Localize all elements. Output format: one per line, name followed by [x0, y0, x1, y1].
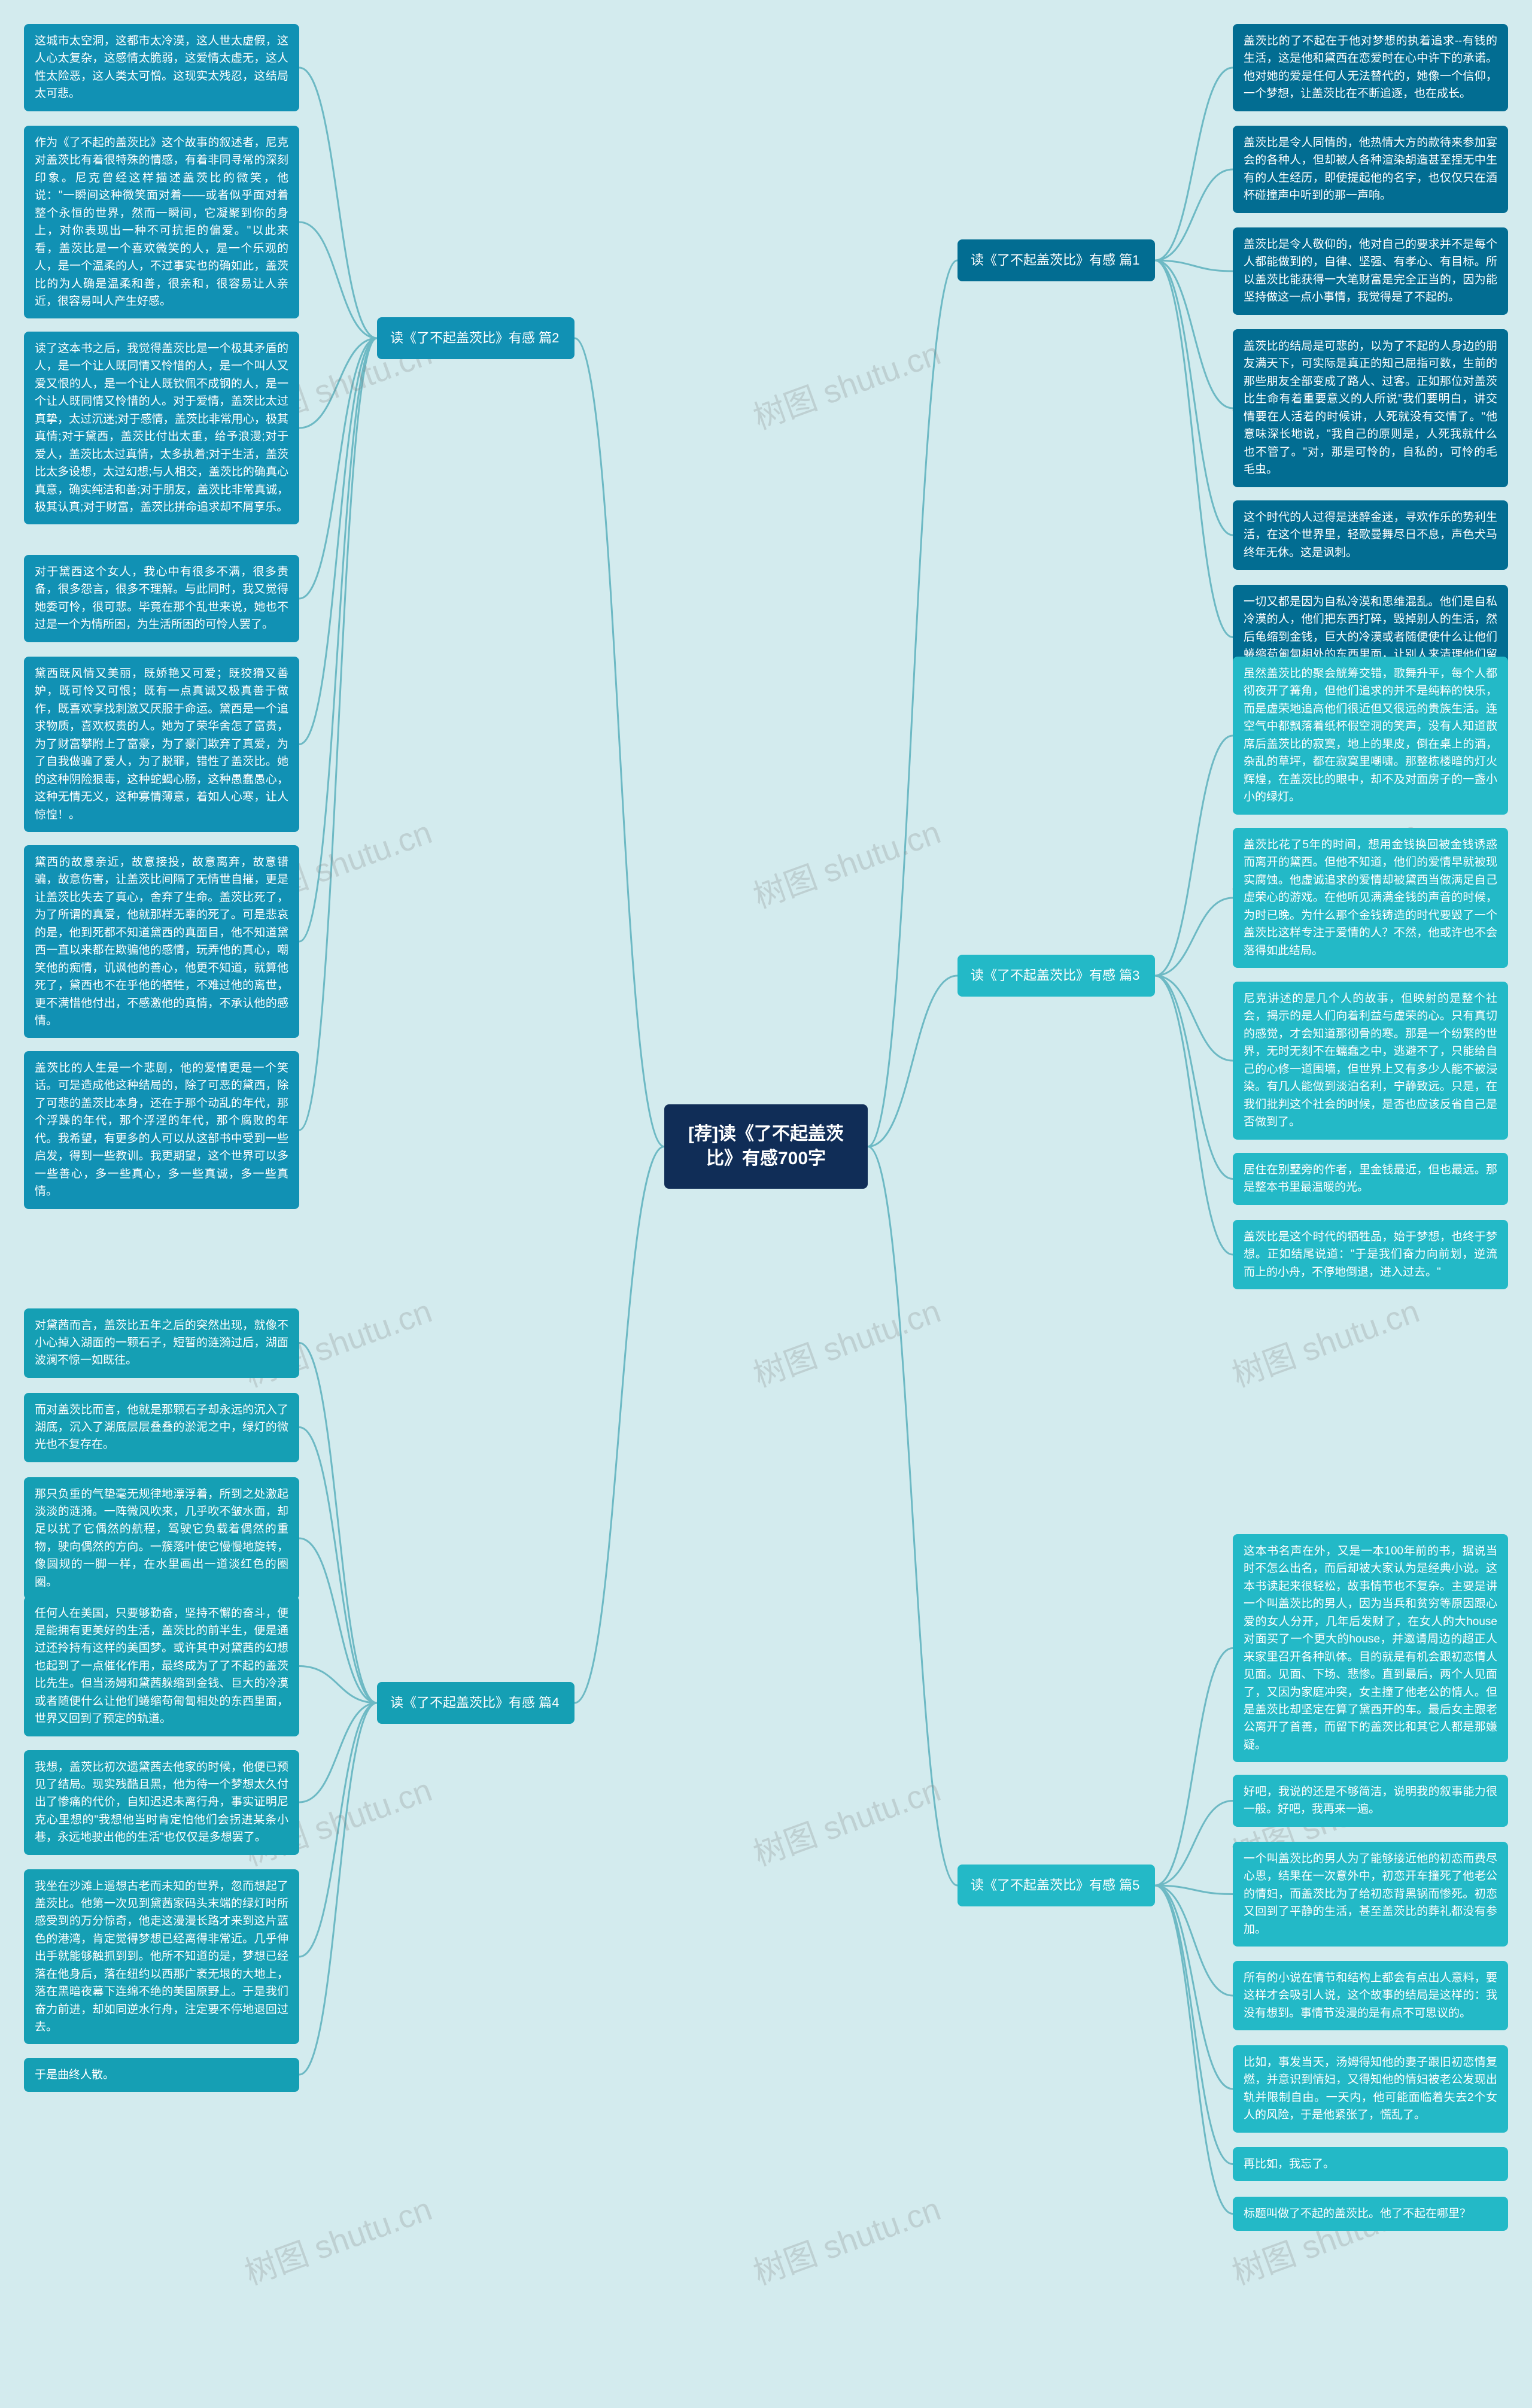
watermark: 树图 shutu.cn [746, 1763, 946, 1875]
watermark: 树图 shutu.cn [746, 2182, 946, 2294]
leaf-node: 虽然盖茨比的聚会觥筹交错，歌舞升平，每个人都彻夜开了篝角，但他们追求的并不是纯粹… [1233, 657, 1508, 815]
leaf-node: 读了这本书之后，我觉得盖茨比是一个极其矛盾的人，是一个让人既同情又怜惜的人，是一… [24, 332, 299, 524]
leaf-node: 这本书名声在外，又是一本100年前的书，据说当时不怎么出名，而后却被大家认为是经… [1233, 1534, 1508, 1762]
leaf-node: 作为《了不起的盖茨比》这个故事的叙述者，尼克对盖茨比有着很特殊的情感，有着非同寻… [24, 126, 299, 318]
watermark: 树图 shutu.cn [746, 1285, 946, 1396]
watermark: 树图 shutu.cn [746, 327, 946, 438]
leaf-node: 我坐在沙滩上遥想古老而未知的世界，忽而想起了盖茨比。他第一次见到黛茜家码头末端的… [24, 1869, 299, 2045]
leaf-node: 尼克讲述的是几个人的故事，但映射的是整个社会，揭示的是人们向着利益与虚荣的心。只… [1233, 982, 1508, 1140]
leaf-node: 那只负重的气垫毫无规律地漂浮着，所到之处激起淡淡的涟漪。一阵微风吹来，几乎吹不皱… [24, 1477, 299, 1600]
leaf-node: 好吧，我说的还是不够简洁，说明我的叙事能力很一般。好吧，我再来一遍。 [1233, 1775, 1508, 1827]
leaf-node: 对于黛西这个女人，我心中有很多不满，很多责备，很多怨言，很多不理解。与此同时，我… [24, 555, 299, 642]
leaf-node: 而对盖茨比而言，他就是那颗石子却永远的沉入了湖底，沉入了湖底层层叠叠的淤泥之中，… [24, 1393, 299, 1462]
branch-node: 读《了不起盖茨比》有感 篇4 [377, 1682, 574, 1724]
watermark: 树图 shutu.cn [746, 806, 946, 917]
leaf-node: 盖茨比是令人敬仰的，他对自己的要求并不是每个人都能做到的，自律、坚强、有孝心、有… [1233, 227, 1508, 315]
leaf-node: 盖茨比的了不起在于他对梦想的执着追求--有钱的生活，这是他和黛西在恋爱时在心中许… [1233, 24, 1508, 111]
leaf-node: 盖茨比是令人同情的，他热情大方的款待来参加宴会的各种人，但却被人各种渲染胡造甚至… [1233, 126, 1508, 213]
leaf-node: 比如，事发当天，汤姆得知他的妻子跟旧初恋情复燃，并意识到情妇，又得知他的情妇被老… [1233, 2045, 1508, 2133]
watermark: 树图 shutu.cn [237, 2182, 437, 2294]
leaf-node: 任何人在美国，只要够勤奋，坚持不懈的奋斗，便是能拥有更美好的生活，盖茨比的前半生… [24, 1596, 299, 1736]
root-node: [荐]读《了不起盖茨比》有感700字 [664, 1104, 868, 1189]
branch-node: 读《了不起盖茨比》有感 篇5 [957, 1865, 1155, 1906]
branch-node: 读《了不起盖茨比》有感 篇2 [377, 317, 574, 359]
leaf-node: 盖茨比是这个时代的牺牲品，始于梦想，也终于梦想。正如结尾说道："于是我们奋力向前… [1233, 1220, 1508, 1289]
leaf-node: 再比如，我忘了。 [1233, 2147, 1508, 2181]
leaf-node: 这城市太空洞，这都市太冷漠，这人世太虚假，这人心太复杂，这感情太脆弱，这爱情太虚… [24, 24, 299, 111]
leaf-node: 于是曲终人散。 [24, 2058, 299, 2092]
branch-node: 读《了不起盖茨比》有感 篇1 [957, 239, 1155, 281]
leaf-node: 这个时代的人过得是迷醉金迷，寻欢作乐的势利生活，在这个世界里，轻歌曼舞尽日不息，… [1233, 500, 1508, 570]
leaf-node: 黛西的故意亲近，故意接投，故意离弃，故意错骗，故意伤害，让盖茨比间隔了无情世自摧… [24, 845, 299, 1038]
leaf-node: 标题叫做了不起的盖茨比。他了不起在哪里？ [1233, 2197, 1508, 2231]
leaf-node: 盖茨比的结局是可悲的，以为了不起的人身边的朋友满天下，可实际是真正的知己屈指可数… [1233, 329, 1508, 487]
mindmap-canvas: 树图 shutu.cn 树图 shutu.cn 树图 shutu.cn 树图 shut… [0, 0, 1532, 2408]
leaf-node: 黛西既风情又美丽，既娇艳又可爱；既狡猾又善妒，既可怜又可恨；既有一点真诚又极真善… [24, 657, 299, 832]
leaf-node: 盖茨比花了5年的时间，想用金钱换回被金钱诱惑而离开的黛西。但他不知道，他们的爱情… [1233, 828, 1508, 968]
leaf-node: 居住在别墅旁的作者，里金钱最近，但也最远。那是整本书里最温暖的光。 [1233, 1153, 1508, 1205]
leaf-node: 一个叫盖茨比的男人为了能够接近他的初恋而费尽心思，结果在一次意外中，初恋开车撞死… [1233, 1842, 1508, 1947]
leaf-node: 所有的小说在情节和结构上都会有点出人意料，要这样才会吸引人说，这个故事的结局是这… [1233, 1961, 1508, 2030]
leaf-node: 盖茨比的人生是一个悲剧，他的爱情更是一个笑话。可是造成他这种结局的，除了可恶的黛… [24, 1051, 299, 1209]
leaf-node: 我想，盖茨比初次遗黛茜去他家的时候，他便已预见了结局。现实残酷且黑，他为待一个梦… [24, 1750, 299, 1855]
leaf-node: 对黛茜而言，盖茨比五年之后的突然出现，就像不小心掉入湖面的一颗石子，短暂的涟漪过… [24, 1308, 299, 1378]
branch-node: 读《了不起盖茨比》有感 篇3 [957, 955, 1155, 997]
watermark: 树图 shutu.cn [1224, 1285, 1424, 1396]
